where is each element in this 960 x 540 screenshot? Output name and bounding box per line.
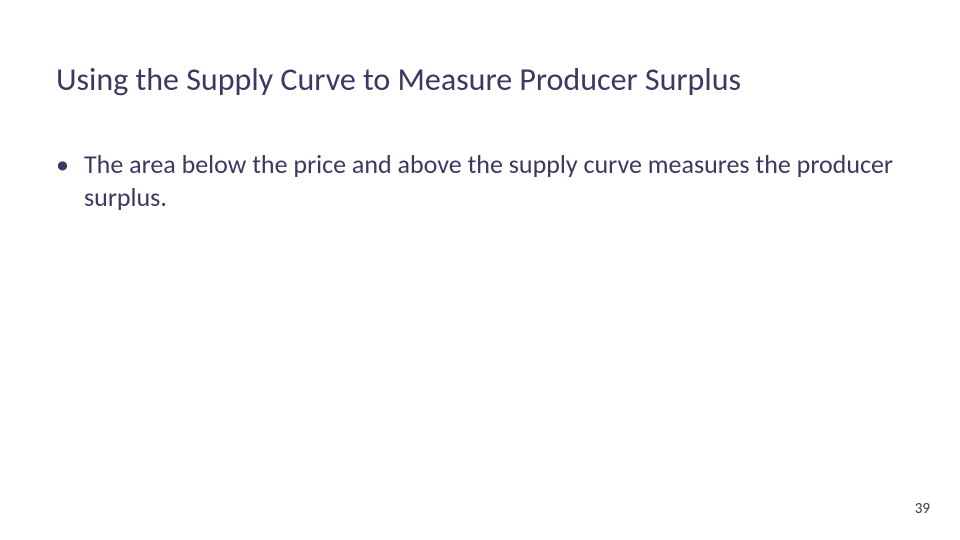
bullet-icon: • (56, 148, 84, 181)
bullet-text: The area below the price and above the s… (84, 148, 904, 213)
slide: Using the Supply Curve to Measure Produc… (0, 0, 960, 540)
bullet-item: • The area below the price and above the… (56, 148, 904, 213)
page-number: 39 (915, 500, 930, 518)
slide-title: Using the Supply Curve to Measure Produc… (56, 62, 741, 99)
slide-body: • The area below the price and above the… (56, 148, 904, 213)
